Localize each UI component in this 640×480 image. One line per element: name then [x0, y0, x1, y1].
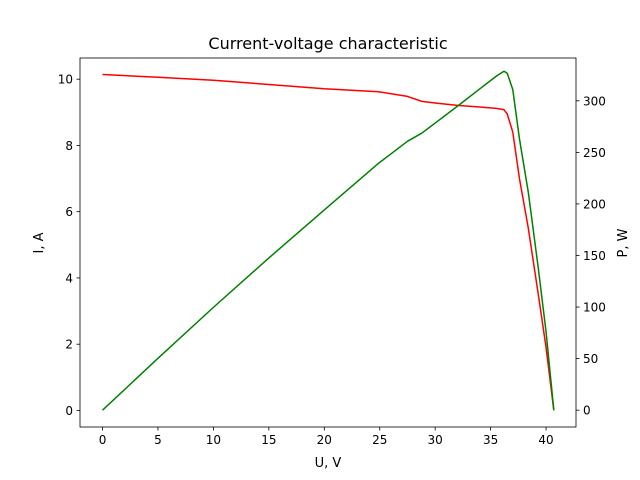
y-tick-label-left: 0 — [65, 404, 73, 418]
x-tick-label: 35 — [483, 433, 498, 447]
series-line-power — [101, 70, 555, 411]
x-tick-label: 20 — [317, 433, 332, 447]
y-tick-label-right: 200 — [583, 197, 606, 211]
chart-title: Current-voltage characteristic — [208, 34, 447, 53]
x-tick-label: 5 — [154, 433, 162, 447]
y-tick-label-right: 250 — [583, 146, 606, 160]
y-tick-label-left: 4 — [65, 271, 73, 285]
y-tick-label-right: 300 — [583, 94, 606, 108]
y-tick-label-right: 150 — [583, 249, 606, 263]
y-tick-label-left: 6 — [65, 205, 73, 219]
plot-area: 0 5 10 15 20 25 30 35 40024681005010015020025030… — [58, 57, 606, 447]
y-tick-label-left: 2 — [65, 338, 73, 352]
plot-frame — [79, 57, 577, 428]
x-tick-label: 15 — [261, 433, 276, 447]
y-axis-label-left: I, A — [32, 232, 47, 253]
x-tick-label: 40 — [538, 433, 553, 447]
x-tick-label: 30 — [428, 433, 443, 447]
y-tick-label-left: 8 — [65, 139, 73, 153]
y-axis-label-right: P, W — [616, 228, 631, 257]
y-tick-label-right: 0 — [583, 404, 591, 418]
y-tick-label-left: 10 — [58, 73, 73, 87]
x-axis-label: U, V — [315, 456, 342, 471]
x-tick-label: 10 — [206, 433, 221, 447]
x-tick-label: 0 — [99, 433, 107, 447]
y-tick-label-right: 100 — [583, 301, 606, 315]
x-tick-label: 25 — [372, 433, 387, 447]
y-tick-label-right: 50 — [583, 352, 598, 366]
series-line-current — [102, 73, 555, 411]
